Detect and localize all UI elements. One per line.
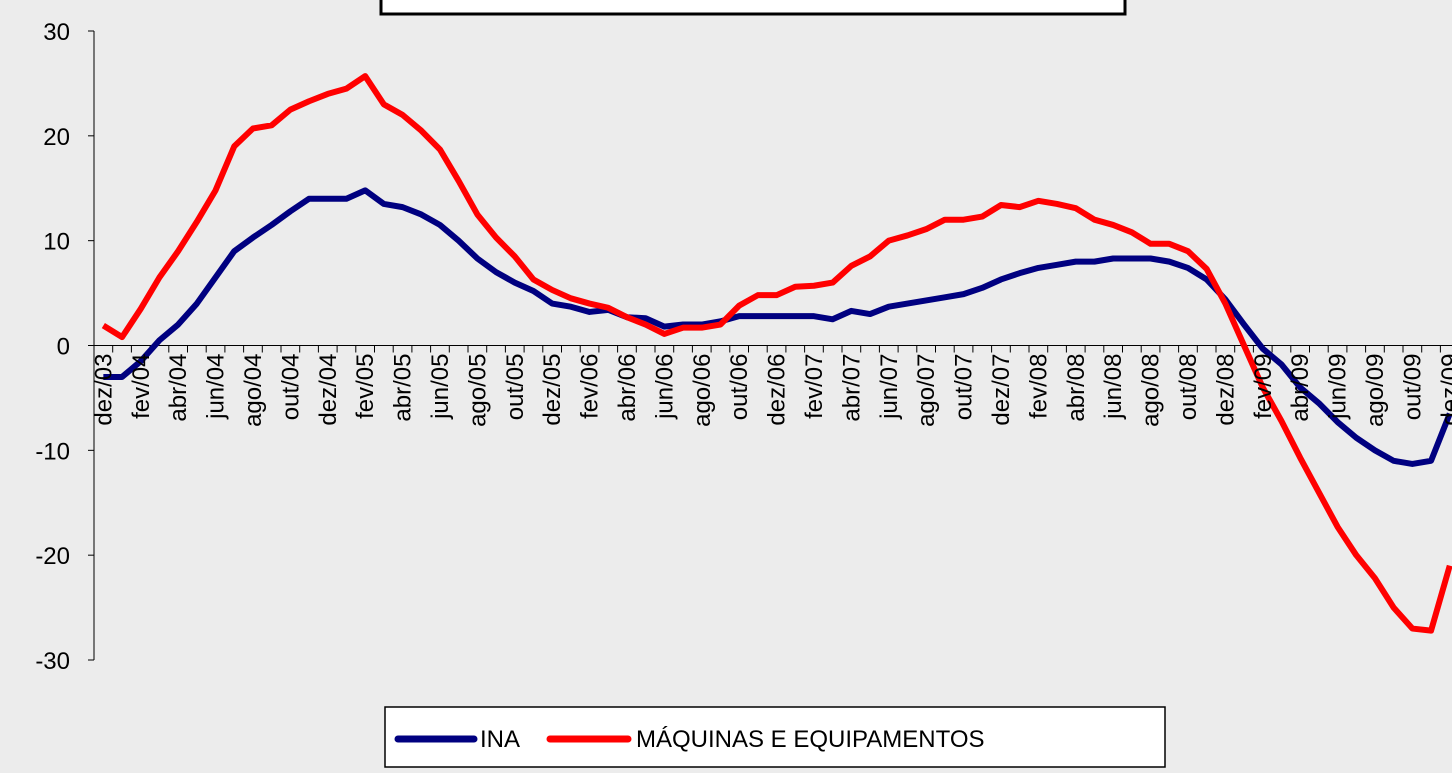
x-tick-label: jun/05: [427, 354, 454, 420]
x-tick-label: fev/07: [801, 354, 828, 419]
series-line: [101, 73, 1452, 634]
x-tick-label: dez/05: [539, 354, 566, 426]
x-tick-label: fev/04: [128, 354, 155, 419]
x-tick-label: jun/07: [876, 354, 903, 420]
x-tick-label: abr/09: [1287, 354, 1314, 422]
x-tick-label: jun/08: [1100, 354, 1127, 420]
x-tick-label: out/08: [1175, 354, 1202, 421]
x-tick-label: out/07: [951, 354, 978, 421]
y-tick-label: 10: [43, 229, 70, 256]
x-tick-label: dez/09: [1437, 354, 1452, 426]
x-tick-label: abr/08: [1063, 354, 1090, 422]
x-tick-label: ago/07: [913, 354, 940, 427]
legend-label: INA: [480, 726, 520, 753]
y-tick-label: 30: [43, 19, 70, 46]
x-tick-label: out/09: [1399, 354, 1426, 421]
x-tick-label: ago/04: [240, 354, 267, 427]
y-tick-label: -10: [35, 438, 70, 465]
y-tick-label: 0: [57, 334, 70, 361]
x-tick-label: abr/06: [614, 354, 641, 422]
x-tick-label: dez/08: [1212, 354, 1239, 426]
x-tick-label: fev/06: [577, 354, 604, 419]
x-tick-label: dez/06: [764, 354, 791, 426]
legend-box: [384, 706, 1166, 768]
x-tick-label: ago/05: [464, 353, 491, 426]
x-tick-label: dez/04: [315, 354, 342, 426]
x-tick-label: ago/09: [1362, 354, 1389, 427]
x-tick-label: out/04: [277, 354, 304, 421]
x-tick-label: fev/08: [1025, 354, 1052, 419]
x-tick-label: fev/05: [352, 354, 379, 419]
x-tick-label: dez/07: [988, 353, 1015, 425]
x-tick-label: fev/09: [1250, 354, 1277, 419]
y-tick-label: 20: [43, 124, 70, 151]
x-tick-label: abr/05: [390, 354, 417, 422]
x-tick-label: ago/06: [689, 354, 716, 427]
x-tick-label: abr/04: [165, 354, 192, 422]
x-tick-label: ago/08: [1138, 354, 1165, 427]
x-tick-label: out/05: [502, 354, 529, 421]
y-tick-label: -20: [35, 543, 70, 570]
title-box: [379, 0, 1127, 16]
x-tick-label: out/06: [726, 354, 753, 421]
x-tick-label: abr/07: [838, 354, 865, 422]
x-tick-label: jun/06: [651, 354, 678, 420]
x-tick-label: jun/04: [203, 354, 230, 420]
x-tick-label: jun/09: [1325, 354, 1352, 420]
x-tick-label: dez/03: [90, 354, 117, 426]
legend-label: MÁQUINAS E EQUIPAMENTOS: [636, 726, 985, 753]
y-tick-label: -30: [35, 648, 70, 675]
